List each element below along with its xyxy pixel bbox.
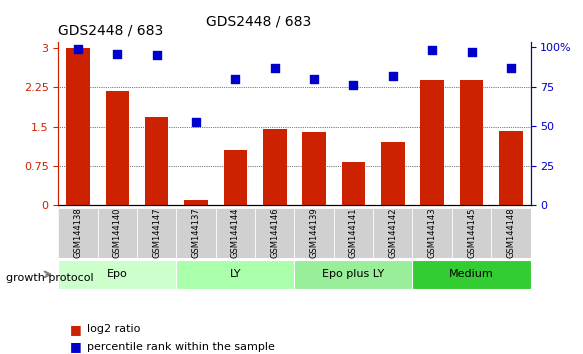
FancyBboxPatch shape: [176, 208, 216, 258]
Bar: [420, 80, 444, 205]
Point: [270, 65, 279, 70]
Text: Epo plus LY: Epo plus LY: [322, 269, 385, 279]
Text: GDS2448 / 683: GDS2448 / 683: [206, 14, 311, 28]
Bar: [106, 91, 129, 205]
FancyBboxPatch shape: [255, 208, 294, 258]
FancyBboxPatch shape: [412, 260, 531, 289]
FancyBboxPatch shape: [294, 208, 333, 258]
Text: GSM144137: GSM144137: [192, 207, 201, 258]
Point: [388, 73, 398, 79]
FancyBboxPatch shape: [58, 208, 97, 258]
Point: [467, 49, 476, 55]
Point: [310, 76, 319, 82]
Text: GSM144148: GSM144148: [507, 207, 515, 258]
Point: [73, 46, 83, 52]
Bar: [459, 80, 483, 205]
Text: GSM144146: GSM144146: [271, 207, 279, 258]
FancyBboxPatch shape: [97, 208, 137, 258]
Text: GDS2448 / 683: GDS2448 / 683: [58, 23, 164, 37]
FancyBboxPatch shape: [452, 208, 491, 258]
Point: [427, 47, 437, 53]
Point: [113, 51, 122, 56]
FancyBboxPatch shape: [294, 260, 412, 289]
FancyBboxPatch shape: [373, 208, 412, 258]
FancyBboxPatch shape: [58, 260, 176, 289]
Bar: [263, 129, 286, 205]
Bar: [184, 200, 208, 205]
Text: Medium: Medium: [449, 269, 494, 279]
Text: GSM144147: GSM144147: [152, 207, 161, 258]
Bar: [302, 132, 326, 205]
Bar: [145, 117, 168, 205]
Point: [152, 52, 161, 58]
Text: GSM144138: GSM144138: [73, 207, 82, 258]
Text: percentile rank within the sample: percentile rank within the sample: [87, 342, 275, 352]
Text: GSM144139: GSM144139: [310, 207, 318, 258]
Text: GSM144142: GSM144142: [388, 208, 397, 258]
Text: log2 ratio: log2 ratio: [87, 324, 141, 334]
Text: GSM144140: GSM144140: [113, 208, 122, 258]
FancyBboxPatch shape: [216, 208, 255, 258]
Point: [231, 76, 240, 82]
Text: ■: ■: [70, 323, 82, 336]
Bar: [223, 150, 247, 205]
Text: LY: LY: [230, 269, 241, 279]
Text: ■: ■: [70, 341, 82, 353]
Text: GSM144144: GSM144144: [231, 208, 240, 258]
Text: GSM144141: GSM144141: [349, 208, 358, 258]
Text: growth protocol: growth protocol: [6, 273, 93, 283]
Bar: [66, 48, 90, 205]
Text: GSM144143: GSM144143: [428, 207, 437, 258]
Point: [349, 82, 358, 88]
FancyBboxPatch shape: [137, 208, 176, 258]
FancyBboxPatch shape: [412, 208, 452, 258]
Bar: [342, 162, 365, 205]
Bar: [499, 131, 522, 205]
Bar: [381, 142, 405, 205]
FancyBboxPatch shape: [491, 208, 531, 258]
Point: [191, 119, 201, 124]
Point: [506, 65, 515, 70]
FancyBboxPatch shape: [333, 208, 373, 258]
FancyBboxPatch shape: [176, 260, 294, 289]
Text: Epo: Epo: [107, 269, 128, 279]
Text: GSM144145: GSM144145: [467, 208, 476, 258]
